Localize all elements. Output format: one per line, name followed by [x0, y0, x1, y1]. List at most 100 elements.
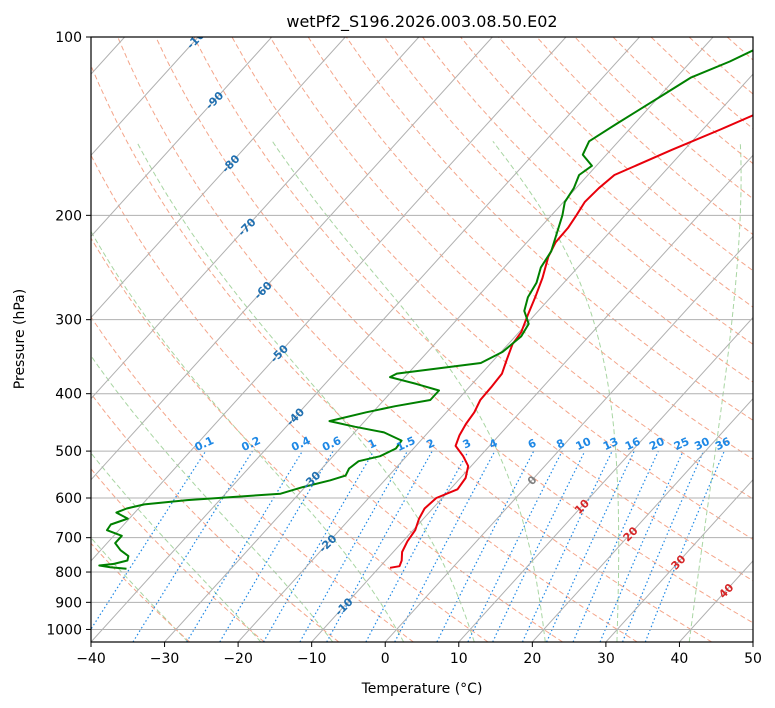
- isotherm-line: [164, 37, 714, 642]
- y-tick-label: 300: [55, 313, 82, 329]
- mixing-ratio-label: 2: [424, 436, 436, 451]
- chart-title: wetPf2_S196.2026.003.08.50.E02: [286, 12, 557, 32]
- mixing-ratio-line: [394, 450, 496, 642]
- isotherm-line: [679, 560, 753, 642]
- y-tick-label: 900: [55, 595, 82, 611]
- x-tick-label: 20: [523, 651, 541, 667]
- x-axis-ticks: −40 −30 −20 −10 0 10 20 30 40 50: [76, 642, 762, 667]
- mixing-ratio-line: [492, 450, 586, 642]
- mixing-ratio-lines: [91, 450, 725, 642]
- dry-adiabat-line: [91, 64, 638, 642]
- isotherm-line: [91, 37, 493, 481]
- mixing-ratio-label: 36: [713, 435, 733, 453]
- mixing-ratio-line: [186, 450, 303, 642]
- mixing-ratio-label: 6: [526, 436, 539, 451]
- x-tick-label: −20: [223, 651, 253, 667]
- y-tick-label: 200: [55, 208, 82, 224]
- mixing-ratio-line: [644, 450, 725, 642]
- dry-adiabat-line: [91, 154, 563, 642]
- dry-adiabat-line: [726, 37, 753, 61]
- isotherm-line: [311, 154, 753, 642]
- mixing-ratio-line: [91, 450, 207, 631]
- isotherm-line: [91, 37, 199, 156]
- profile-lines: [98, 49, 753, 570]
- isotherm-line: [237, 73, 753, 642]
- isotherm-line: [91, 37, 640, 642]
- y-tick-label: 800: [55, 565, 82, 581]
- y-tick-label: 400: [55, 387, 82, 403]
- isotherm-line: [91, 37, 346, 319]
- dry-adiabat-line: [650, 37, 753, 130]
- isotherm-line: [752, 641, 753, 642]
- y-tick-label: 1000: [46, 622, 82, 638]
- plot-frame: [90, 36, 754, 643]
- dry-adiabat-line: [536, 37, 753, 236]
- y-tick-label: 600: [55, 491, 82, 507]
- dry-adiabat-line: [91, 316, 414, 642]
- moist-adiabat-line: [91, 230, 405, 642]
- x-tick-label: 40: [671, 651, 689, 667]
- mixing-ratio-line: [572, 450, 659, 642]
- y-tick-label: 700: [55, 531, 82, 547]
- moist-adiabat-line: [762, 141, 775, 642]
- y-tick-label: 500: [55, 444, 82, 460]
- y-tick-label: 100: [55, 30, 82, 46]
- plot-area: 0.1 0.2 0.4 0.6 1 1.5 2 3 4 6 8 10 13 16 20 25 30 36-100-…: [91, 37, 775, 642]
- x-tick-label: −10: [297, 651, 327, 667]
- dry-adiabat-line: [688, 37, 753, 95]
- mixing-ratio-line: [546, 450, 635, 642]
- mixing-ratio-line: [365, 450, 469, 642]
- dry-adiabat-line: [422, 37, 753, 345]
- pressure-grid: [91, 37, 753, 630]
- mixing-ratio-label: 4: [487, 436, 500, 451]
- isotherm-line: [91, 37, 420, 400]
- mixing-ratio-label: 13: [601, 435, 620, 453]
- dry-adiabat-line: [155, 37, 753, 624]
- y-axis-ticks: 100 200 300 400 500 600 700 800 900 1000: [46, 30, 91, 638]
- x-tick-label: 30: [597, 651, 615, 667]
- mixing-ratio-label: 30: [692, 435, 712, 453]
- dry-adiabat-line: [269, 37, 753, 500]
- mixing-ratio-line: [599, 450, 684, 642]
- dry-adiabat-line: [460, 37, 753, 308]
- mixing-ratio-label: 3: [461, 436, 473, 451]
- x-tick-label: −30: [150, 651, 180, 667]
- in-plot-labels: 0.1 0.2 0.4 0.6 1 1.5 2 3 4 6 8 10 13 16 20 25 30 36-100-…: [184, 37, 736, 619]
- x-tick-label: 0: [381, 651, 390, 667]
- mixing-ratio-line: [436, 450, 535, 642]
- mixing-ratio-line: [326, 450, 433, 642]
- moist-adiabat-line: [91, 537, 189, 642]
- moist-adiabat-line: [91, 355, 334, 642]
- mixing-ratio-line: [467, 450, 563, 642]
- isotherm-line: [605, 479, 753, 642]
- dry-adiabat-line: [383, 37, 753, 383]
- isotherm-line: [91, 37, 567, 562]
- mixing-ratio-line: [622, 450, 705, 642]
- dry-adiabat-line: [193, 37, 753, 582]
- x-tick-label: 10: [450, 651, 468, 667]
- mixing-ratio-line: [132, 450, 254, 642]
- y-axis-label: Pressure (hPa): [12, 289, 28, 389]
- x-tick-label: −40: [76, 651, 106, 667]
- mixing-ratio-label: 16: [623, 435, 643, 453]
- moist-adiabat-line: [271, 141, 546, 642]
- dry-adiabat-line: [91, 542, 191, 642]
- dry-adiabat-line: [307, 37, 753, 460]
- dry-adiabat-line: [612, 37, 753, 165]
- mixing-ratio-label: 10: [574, 435, 594, 453]
- isotherm-line: [531, 397, 753, 642]
- dry-adiabat-line: [91, 468, 265, 642]
- mixing-ratio-label: 25: [672, 435, 691, 453]
- mixing-ratio-line: [299, 450, 408, 642]
- moist-adiabat-line: [136, 141, 475, 642]
- skewed-isotherms: [91, 37, 753, 642]
- isotherm-line: [91, 37, 273, 238]
- isotherm-line: [458, 316, 753, 642]
- dry-adiabat-line: [765, 37, 775, 642]
- dewpoint-profile-line: [98, 49, 753, 570]
- x-axis-label: Temperature (°C): [361, 681, 483, 697]
- mixing-ratio-label: 20: [647, 435, 667, 453]
- isotherm-line: [384, 235, 753, 642]
- temperature-profile-line: [389, 114, 753, 569]
